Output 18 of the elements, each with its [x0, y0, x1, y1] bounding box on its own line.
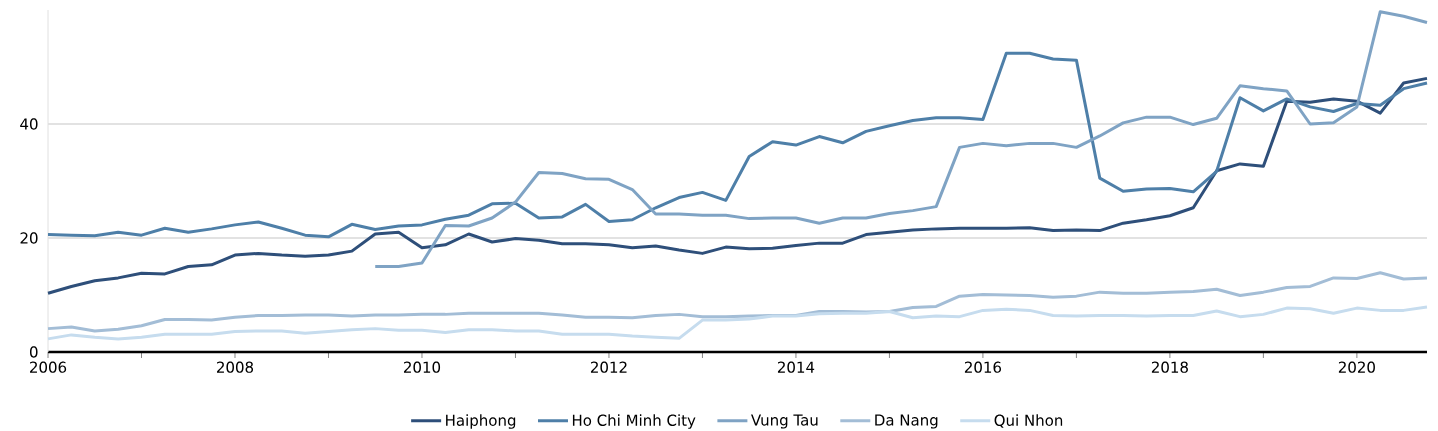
x-tick-label: 2016	[964, 361, 1002, 373]
x-tick-label: 2012	[590, 361, 627, 373]
x-tick-label: 2014	[777, 361, 815, 373]
y-tick-label: 0	[29, 346, 38, 358]
x-tick-label: 2020	[1338, 361, 1375, 373]
x-tick-label: 2010	[403, 361, 441, 373]
legend-label: Ho Chi Minh City	[572, 414, 696, 429]
x-tick-label: 2018	[1151, 361, 1188, 373]
legend-label: Haiphong	[446, 414, 516, 429]
line-series	[373, 10, 1429, 268]
legend-label: Qui Nhon	[994, 414, 1063, 428]
legend-label: Vung Tau	[751, 414, 818, 429]
legend-label: Da Nang	[875, 414, 938, 429]
y-tick-label: 40	[20, 118, 38, 130]
x-tick-label: 2006	[30, 361, 67, 373]
line-series	[46, 51, 1429, 239]
y-tick-label: 20	[20, 232, 38, 244]
x-tick-label: 2008	[217, 361, 254, 373]
